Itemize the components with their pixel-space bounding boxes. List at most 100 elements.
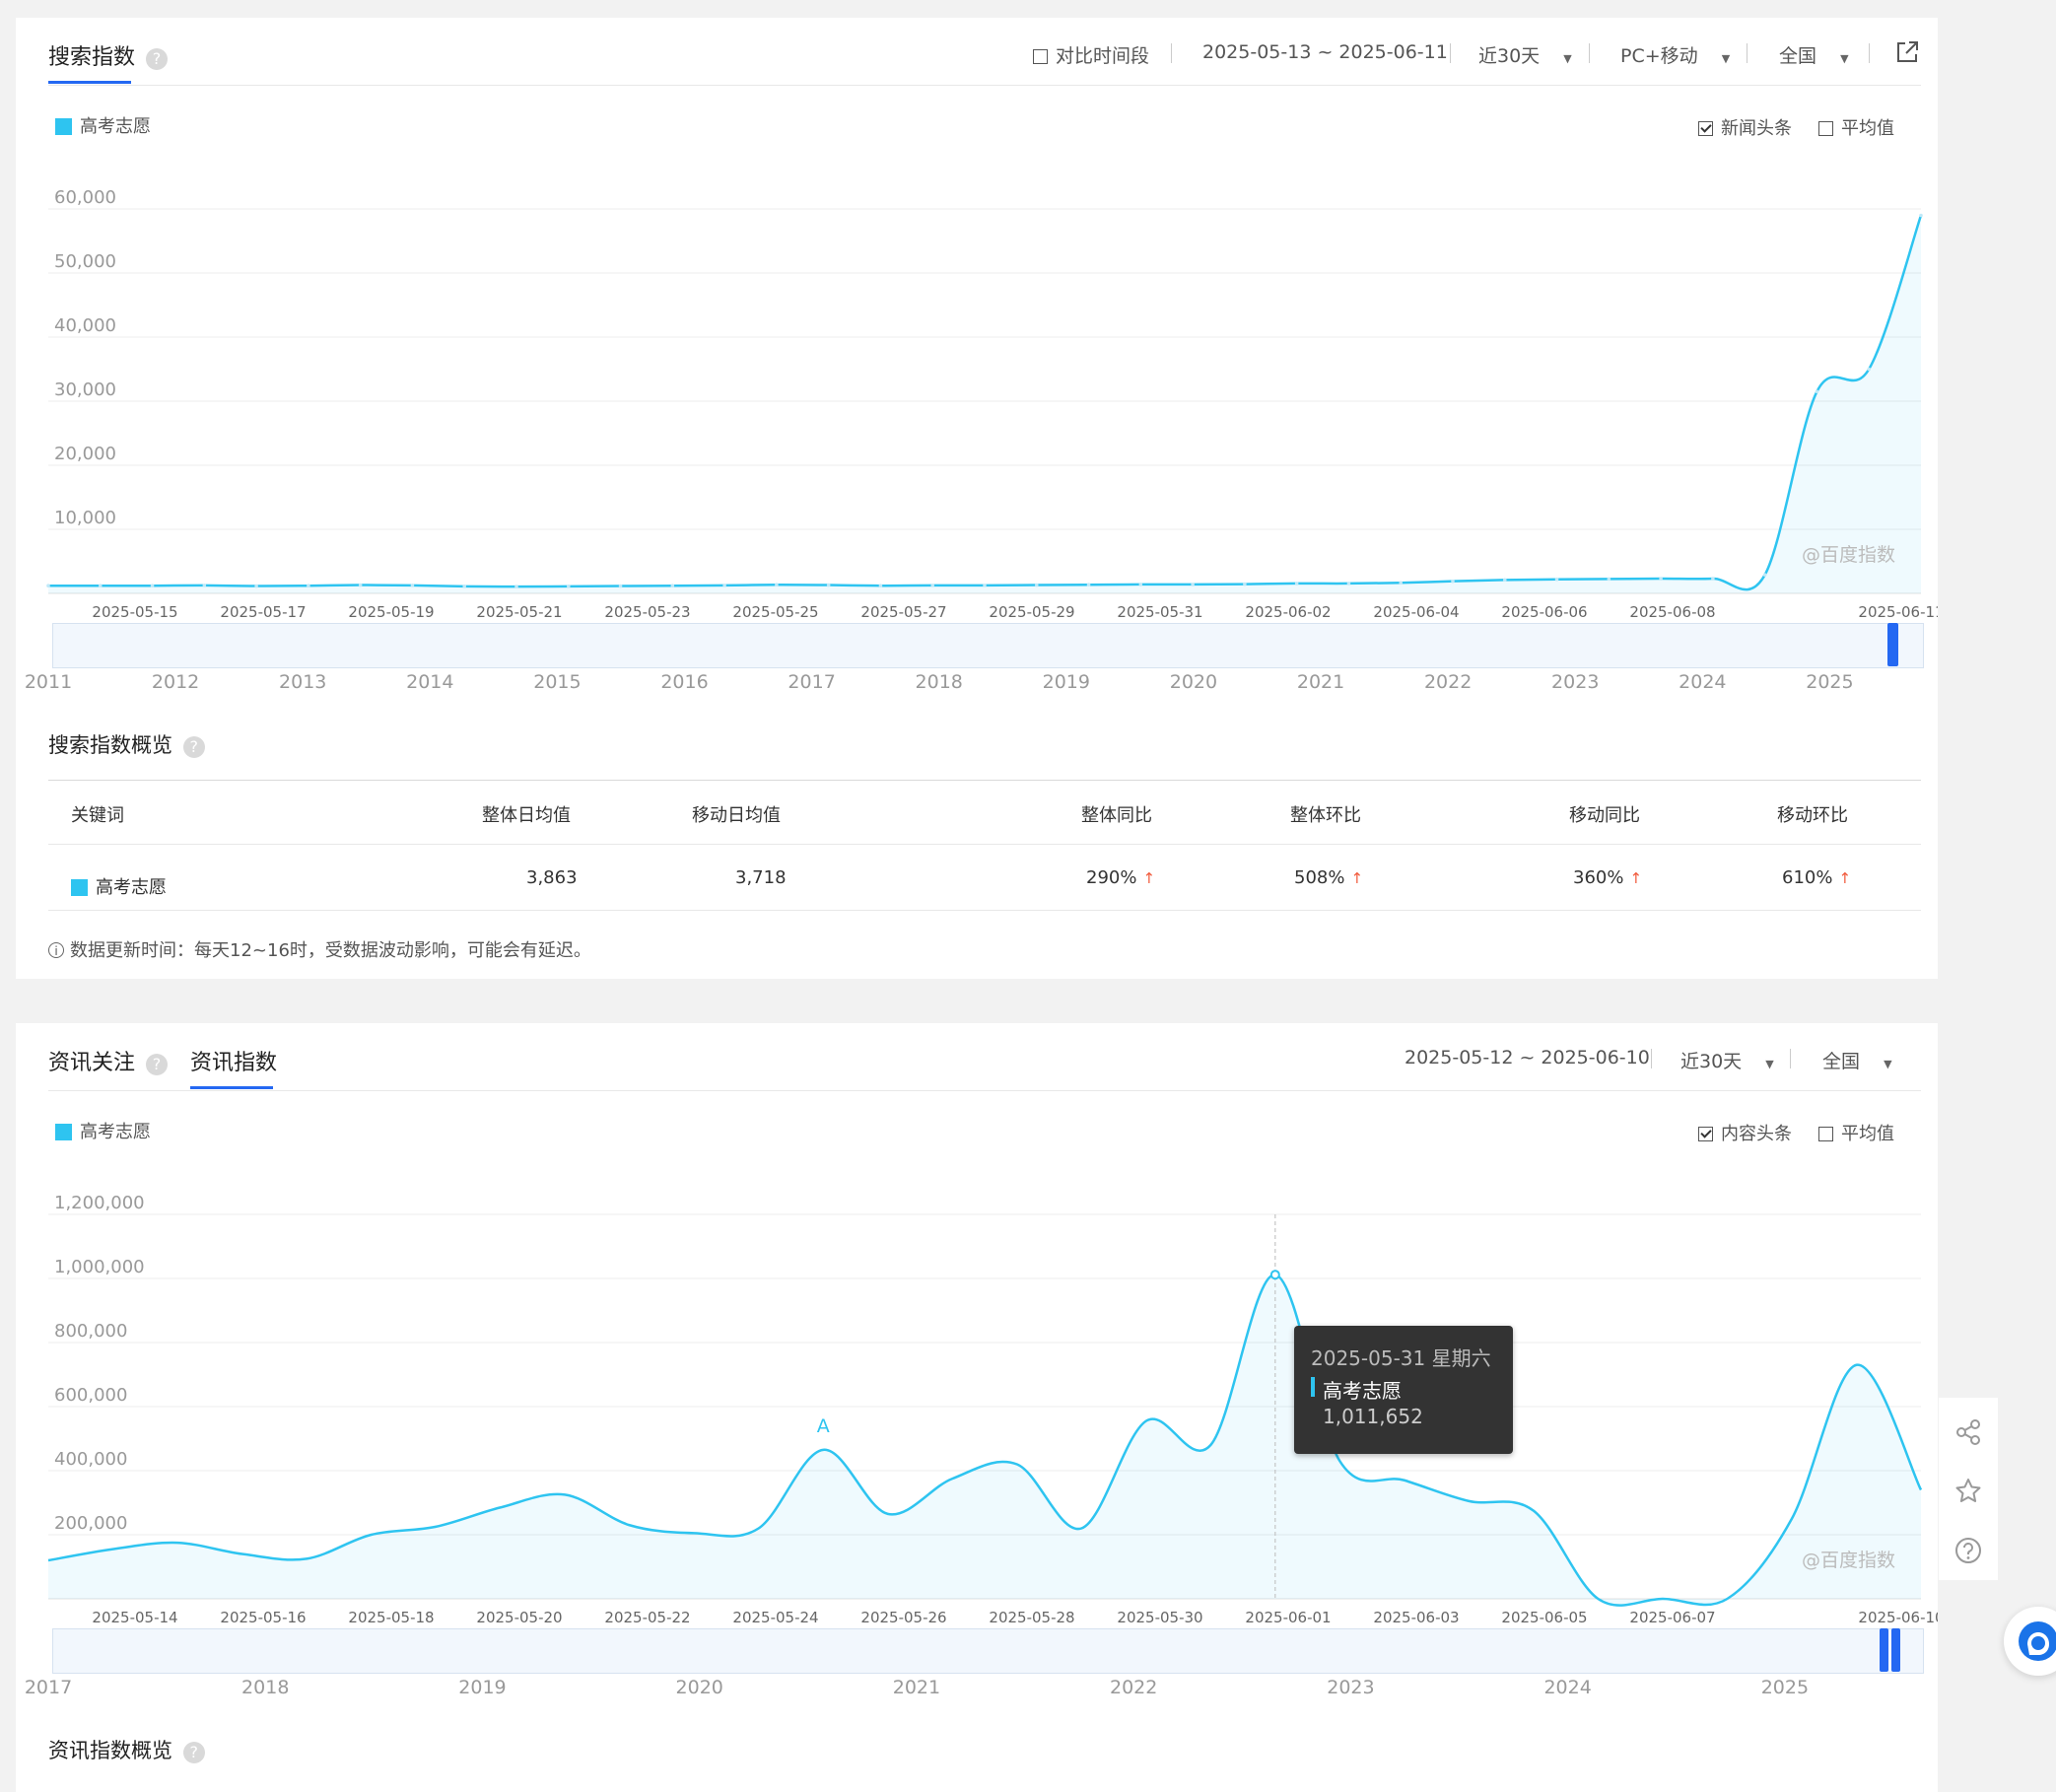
header-divider <box>48 85 1921 86</box>
range-year-label: 2018 <box>915 671 963 693</box>
star-icon[interactable] <box>1953 1477 1983 1506</box>
col-overall-avg: 整体日均值 <box>482 805 571 826</box>
range-year-label: 2021 <box>892 1677 941 1698</box>
compare-period-label: 对比时间段 <box>1056 45 1150 67</box>
share-icon[interactable] <box>1953 1417 1983 1447</box>
data-point <box>1607 577 1611 582</box>
x-tick-label: 2025-05-17 <box>220 603 306 619</box>
col-keyword: 关键词 <box>71 805 124 826</box>
y-tick-label: 60,000 <box>54 187 116 208</box>
overall-avg-cell: 3,863 <box>526 867 578 888</box>
data-point <box>930 584 935 587</box>
region-select[interactable]: 全国 ▼ <box>1822 1047 1892 1073</box>
keyword-cell: 高考志愿 <box>96 877 167 898</box>
date-range-picker[interactable]: 2025-05-13 ~ 2025-06-11 <box>1202 41 1448 63</box>
checkbox-checked-icon <box>1698 121 1713 136</box>
news-index-chart[interactable]: 1,200,000 1,000,000 800,000 600,000 400,000 2… <box>16 1171 1938 1624</box>
range-years: 2017 2018 2019 2020 2021 2022 2023 2024 2025 <box>16 1677 1938 1704</box>
data-point <box>462 585 467 588</box>
date-range-text: 2025-05-12 ~ 2025-06-10 <box>1405 1047 1650 1068</box>
region-value: 全国 <box>1779 45 1817 67</box>
x-tick-label: 2025-06-11 <box>1858 603 1938 619</box>
range-year-label: 2019 <box>458 1677 507 1698</box>
highlighted-point <box>1269 1270 1280 1280</box>
data-point <box>983 584 987 587</box>
mobile-yoy-cell: 360% ↑ <box>1573 867 1642 888</box>
y-tick-label: 800,000 <box>54 1321 127 1342</box>
compare-period-checkbox[interactable]: 对比时间段 <box>1033 41 1149 68</box>
data-point <box>775 583 779 587</box>
series-area <box>48 215 1921 593</box>
data-point <box>1502 578 1507 583</box>
y-tick-label: 400,000 <box>54 1449 127 1470</box>
help-icon[interactable]: ? <box>146 1054 169 1075</box>
caret-down-icon: ▼ <box>1884 1058 1892 1070</box>
data-point <box>1294 582 1299 586</box>
info-icon: i <box>48 942 64 958</box>
average-checkbox[interactable]: 平均值 <box>1818 1120 1894 1145</box>
x-tick-label: 2025-06-06 <box>1501 603 1587 619</box>
overview-title-wrap: 资讯指数概览 ? <box>48 1735 205 1764</box>
data-point <box>98 584 103 587</box>
data-point <box>1554 577 1559 582</box>
range-year-label: 2011 <box>24 671 73 693</box>
average-checkbox[interactable]: 平均值 <box>1818 114 1894 140</box>
time-range-slider[interactable] <box>52 1628 1924 1674</box>
tab-search-index[interactable]: 搜索指数 ? <box>48 39 169 71</box>
device-select[interactable]: PC+移动 ▼ <box>1620 41 1730 68</box>
device-value: PC+移动 <box>1620 45 1698 67</box>
data-point <box>1919 213 1923 218</box>
search-index-panel: 搜索指数 ? 对比时间段 2025-05-13 ~ 2025-06-11 近30… <box>16 18 1938 979</box>
checkbox-icon <box>1818 1127 1833 1141</box>
x-tick-label: 2025-05-30 <box>1117 1609 1202 1624</box>
x-tick-label: 2025-05-27 <box>860 603 946 619</box>
col-overall-mom: 整体环比 <box>1290 805 1361 826</box>
legend-item[interactable]: 高考志愿 <box>55 112 151 138</box>
help-icon[interactable]: ? <box>182 1742 205 1763</box>
x-tick-label: 2025-06-02 <box>1245 603 1331 619</box>
series-line <box>47 1273 1923 1607</box>
data-point <box>202 584 207 587</box>
legend-item[interactable]: 高考志愿 <box>55 1118 151 1143</box>
news-headline-checkbox[interactable]: 新闻头条 <box>1698 114 1792 140</box>
x-tick-label: 2025-05-23 <box>604 603 690 619</box>
mobile-mom-value: 610% <box>1782 867 1833 888</box>
data-point <box>254 584 258 588</box>
data-point <box>1191 583 1195 586</box>
x-tick-label: 2025-05-29 <box>989 603 1074 619</box>
help-icon[interactable]: ? <box>182 736 205 758</box>
overall-yoy-cell: 290% ↑ <box>1086 867 1155 888</box>
range-year-label: 2022 <box>1423 671 1473 693</box>
tab-news-attention[interactable]: 资讯关注 ? <box>48 1045 169 1076</box>
divider <box>1747 43 1748 63</box>
tooltip-series: 高考志愿 <box>1323 1379 1402 1403</box>
overall-mom-value: 508% <box>1294 867 1345 888</box>
content-headline-label: 内容头条 <box>1721 1124 1792 1144</box>
range-year-label: 2021 <box>1296 671 1345 693</box>
table-bottom-border <box>48 910 1921 911</box>
help-icon[interactable]: ? <box>146 48 169 70</box>
mobile-mom-cell: 610% ↑ <box>1782 867 1851 888</box>
content-headline-checkbox[interactable]: 内容头条 <box>1698 1120 1792 1145</box>
y-tick-label: 40,000 <box>54 315 116 336</box>
period-select[interactable]: 近30天 ▼ <box>1680 1047 1774 1073</box>
date-range-picker[interactable]: 2025-05-12 ~ 2025-06-10 <box>1405 1047 1650 1068</box>
customer-service-button[interactable] <box>2004 1607 2056 1676</box>
range-handle[interactable] <box>1880 1628 1901 1672</box>
period-select[interactable]: 近30天 ▼ <box>1478 41 1572 68</box>
tab-news-index[interactable]: 资讯指数 <box>190 1045 277 1076</box>
help-circle-icon[interactable] <box>1953 1536 1983 1565</box>
update-note: i 数据更新时间：每天12~16时，受数据波动影响，可能会有延迟。 <box>48 936 591 962</box>
time-range-slider[interactable] <box>52 623 1924 668</box>
arrow-up-icon: ↑ <box>1629 869 1643 887</box>
tooltip-series-marker <box>1311 1377 1315 1397</box>
region-select[interactable]: 全国 ▼ <box>1779 41 1849 68</box>
search-index-chart[interactable]: 60,000 50,000 40,000 30,000 20,000 10,000 2025… <box>16 166 1938 619</box>
range-handle[interactable] <box>1887 623 1898 666</box>
chart-tooltip: 2025-05-31 星期六 高考志愿 1,011,652 <box>1294 1326 1513 1454</box>
data-point <box>618 584 623 588</box>
external-link-icon[interactable] <box>1894 39 1920 65</box>
data-point <box>1399 581 1404 586</box>
data-point <box>1086 583 1091 587</box>
news-index-panel: 资讯关注 ? 资讯指数 2025-05-12 ~ 2025-06-10 近30天… <box>16 1023 1938 1792</box>
